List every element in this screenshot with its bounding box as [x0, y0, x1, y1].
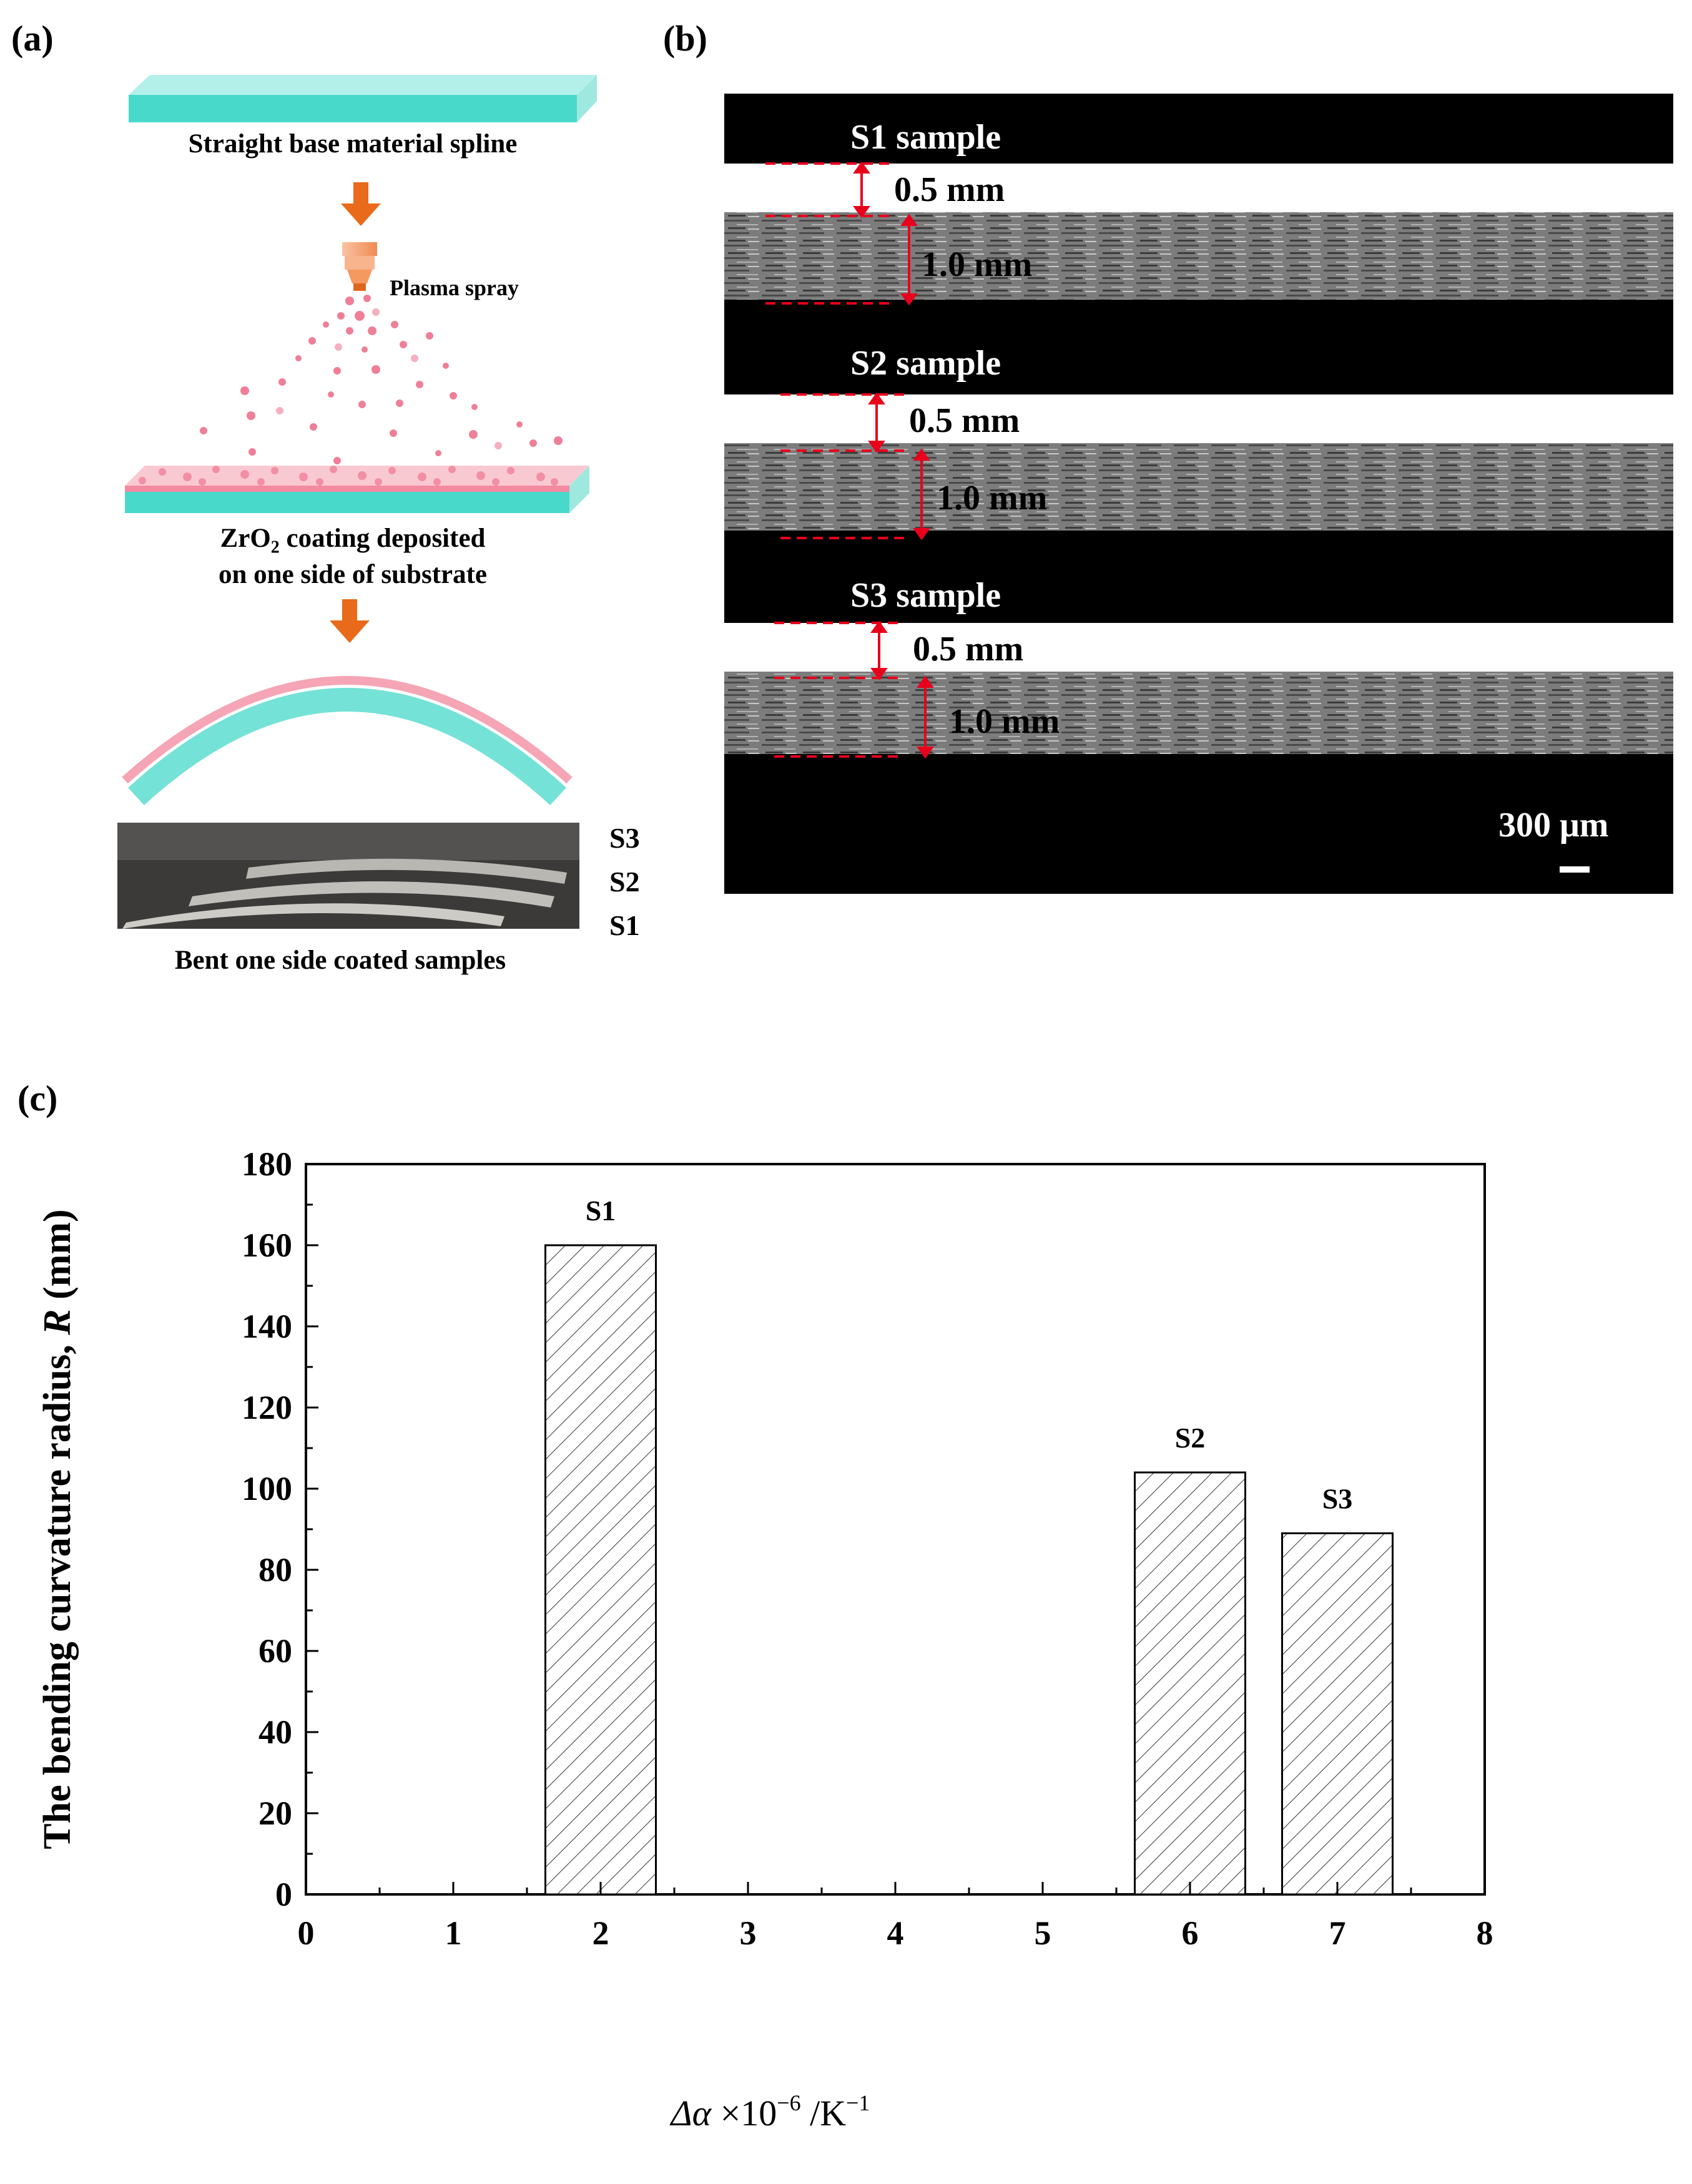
- x-tick-label: 8: [1477, 1914, 1493, 1952]
- down-arrow-icon: [330, 599, 370, 643]
- y-tick-label: 40: [258, 1713, 292, 1751]
- bar-chart: S1 S2 S3 0 1 2 3 4 5 6 7 8 0 20 40 60 80 100 120 140 160 18…: [36, 1145, 1493, 2133]
- s3-substrate-thickness: 1.0 mm: [949, 702, 1060, 741]
- s1-substrate-thickness: 1.0 mm: [922, 245, 1033, 284]
- bar-s2: [1134, 1471, 1246, 1896]
- y-tick-label: 100: [242, 1470, 292, 1507]
- s3-sample-label: S3 sample: [850, 576, 1001, 615]
- y-tick-label: 0: [275, 1876, 292, 1913]
- step2-text-rest: coating deposited: [279, 524, 486, 553]
- s1-coating-thickness: 0.5 mm: [894, 170, 1005, 209]
- straight-spline: [129, 75, 597, 122]
- step2-caption-line2: on one side of substrate: [218, 560, 488, 589]
- micrograph: [724, 94, 1673, 894]
- panel-b-label: (b): [663, 18, 707, 59]
- bar-s1: [544, 1244, 657, 1896]
- x-tick-label: 4: [887, 1914, 904, 1952]
- x-tick-label: 5: [1035, 1914, 1051, 1952]
- bar-label: S1: [586, 1195, 616, 1227]
- step1-caption: Straight base material spline: [188, 129, 518, 159]
- s2-sample-label: S2 sample: [850, 344, 1001, 383]
- panel-a-label: (a): [11, 18, 54, 59]
- scale-bar-icon: [1560, 866, 1590, 873]
- photo-label-s1: S1: [609, 909, 640, 941]
- step2-subscript: 2: [270, 537, 280, 557]
- plasma-spray-label: Plasma spray: [390, 275, 519, 300]
- bent-sample: [122, 676, 573, 806]
- y-tick-label: 160: [242, 1227, 292, 1264]
- bar-label: S3: [1322, 1483, 1353, 1515]
- bar-s3: [1281, 1532, 1394, 1896]
- x-tick-label: 0: [298, 1914, 315, 1952]
- s2-coating-thickness: 0.5 mm: [909, 401, 1020, 440]
- bent-samples-photo: [117, 823, 579, 929]
- spray-particles: [200, 295, 563, 464]
- spray-nozzle-icon: [342, 242, 377, 291]
- y-tick-label: 140: [242, 1308, 292, 1345]
- step2-caption-line1: ZrO2 coating deposited: [106, 523, 599, 558]
- y-tick-label: 20: [258, 1795, 292, 1832]
- s1-sample-label: S1 sample: [850, 118, 1001, 157]
- x-tick-label: 2: [593, 1914, 609, 1952]
- coated-substrate: [125, 466, 589, 513]
- s3-coating-thickness: 0.5 mm: [913, 630, 1024, 668]
- panel-c-label: (c): [17, 1078, 58, 1119]
- x-tick-label: 7: [1329, 1914, 1346, 1952]
- dimension-arrows: [853, 161, 934, 759]
- step4-caption: Bent one side coated samples: [174, 946, 506, 975]
- x-tick-label: 6: [1182, 1914, 1199, 1952]
- panel-a-schematic: [122, 75, 597, 806]
- x-tick-label: 3: [740, 1914, 757, 1952]
- step2-text-zro: ZrO: [220, 524, 271, 553]
- y-tick-label: 180: [242, 1145, 292, 1183]
- y-tick-label: 120: [242, 1389, 292, 1426]
- scale-bar-label: 300 μm: [1498, 806, 1609, 845]
- y-axis-title: The bending curvature radius, R (mm): [36, 1209, 79, 1849]
- photo-label-s2: S2: [609, 866, 640, 898]
- x-axis-title: Δα ×10−6 /K−1: [670, 2090, 870, 2133]
- down-arrow-icon: [341, 182, 381, 226]
- x-tick-label: 1: [445, 1914, 462, 1952]
- bar-label: S2: [1175, 1422, 1206, 1454]
- photo-label-s3: S3: [609, 822, 640, 854]
- y-tick-label: 80: [258, 1551, 292, 1589]
- y-tick-label: 60: [258, 1632, 292, 1670]
- s2-substrate-thickness: 1.0 mm: [937, 479, 1048, 517]
